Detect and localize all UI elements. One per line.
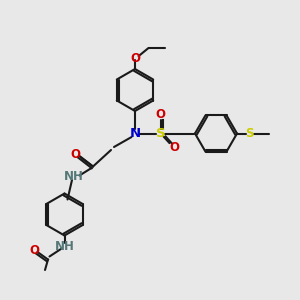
- Text: O: O: [155, 107, 166, 121]
- Text: O: O: [169, 141, 180, 154]
- Text: O: O: [70, 148, 80, 161]
- Text: S: S: [156, 127, 165, 140]
- Text: O: O: [130, 52, 140, 65]
- Text: O: O: [29, 244, 39, 257]
- Text: NH: NH: [55, 239, 74, 253]
- Text: S: S: [245, 127, 253, 140]
- Text: N: N: [129, 127, 141, 140]
- Text: NH: NH: [64, 170, 83, 184]
